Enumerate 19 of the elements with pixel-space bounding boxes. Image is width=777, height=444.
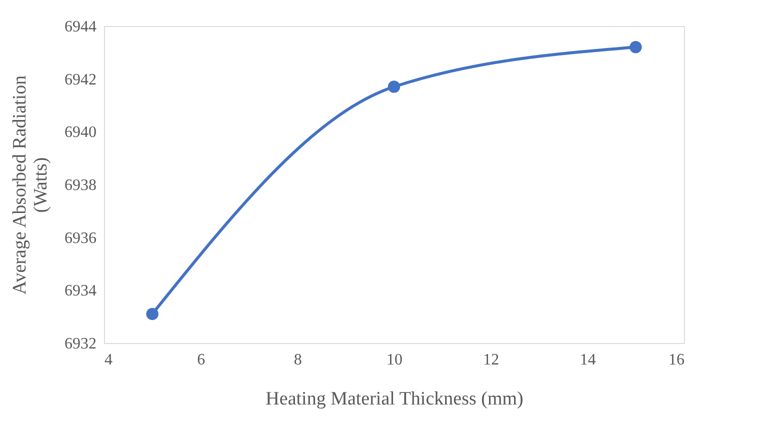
x-tick-label: 14 [580,352,596,368]
y-tick-label: 6936 [64,230,96,247]
y-tick-label: 6934 [64,282,96,300]
y-axis-title: Average Absorbed Radiation (Watts) [10,74,52,295]
x-axis-title: Heating Material Thickness (mm) [266,388,524,410]
x-tick-label: 16 [668,352,684,368]
y-tick-label: 6940 [64,124,96,142]
x-tick-label: 4 [104,352,112,368]
y-tick-label: 6932 [64,336,96,352]
y-tick-label: 6944 [64,18,96,36]
point [388,80,400,93]
x-tick-label: 12 [483,352,500,368]
y-tick-label: 6938 [64,177,96,194]
point [630,41,642,54]
x-tick-label: 6 [197,352,206,368]
x-tick-label: 8 [294,352,302,368]
y-tick-label: 6942 [64,71,96,88]
x-tick-label: 10 [386,352,402,368]
point [146,308,158,320]
